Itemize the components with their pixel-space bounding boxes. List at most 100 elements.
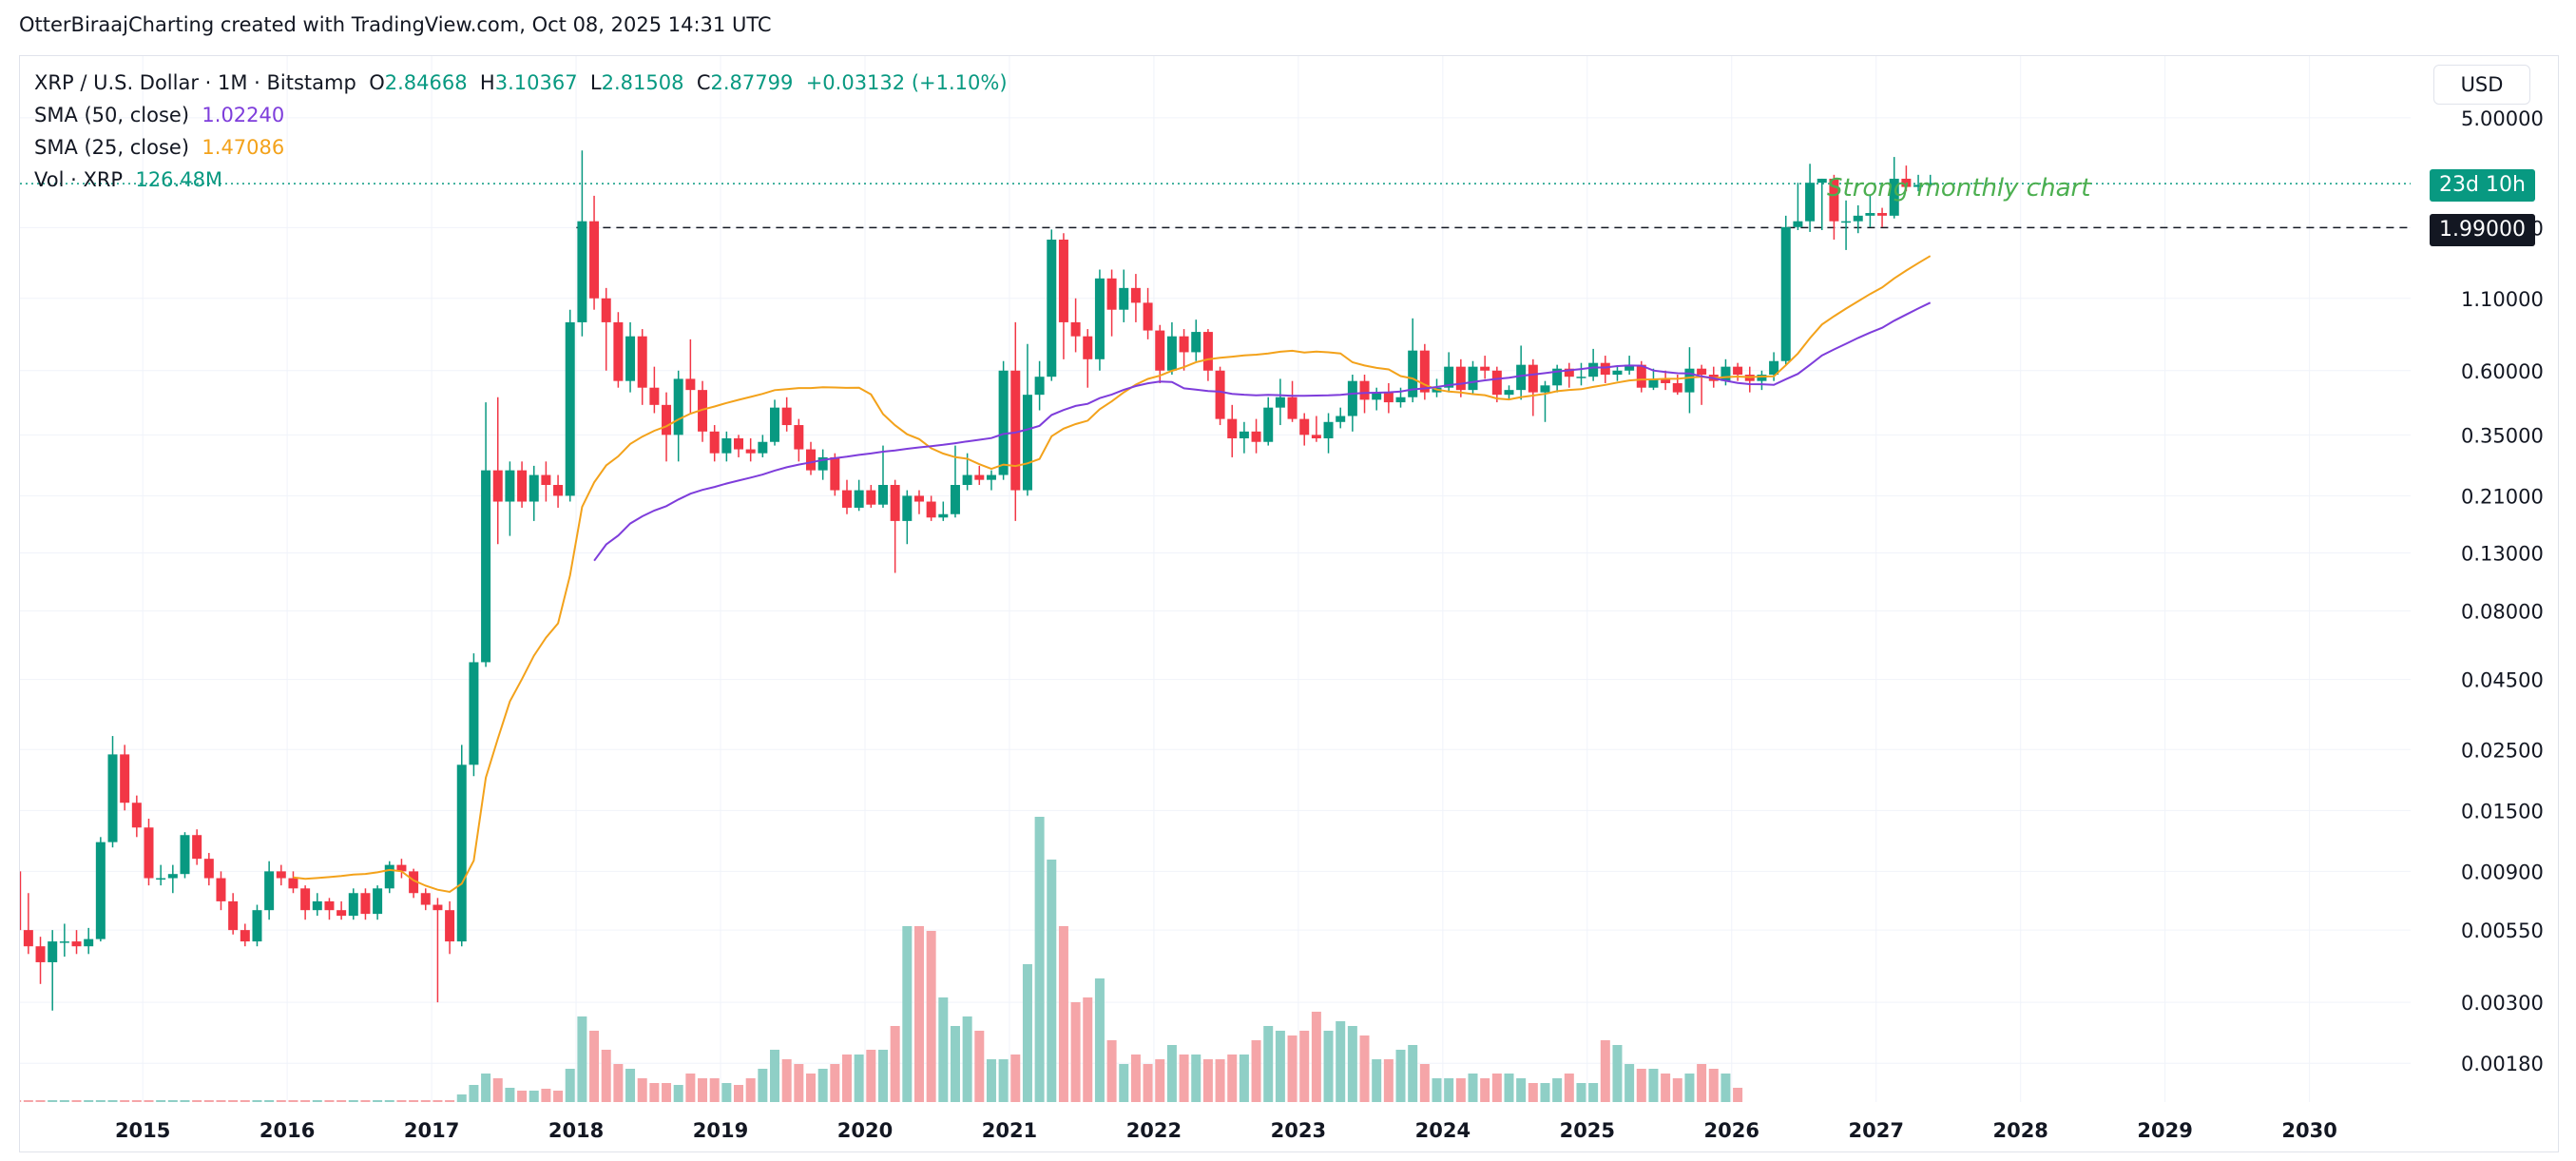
volume-bar [986,1059,996,1102]
open-value: 2.84668 [384,71,468,94]
candle-body [781,407,792,426]
candle-body [48,941,58,962]
candle-body [288,878,298,889]
change-value: +0.03132 (+1.10%) [805,71,1008,94]
x-tick-label: 2016 [260,1119,315,1142]
candle-body [95,842,106,939]
sma25-value: 1.47086 [202,136,285,159]
candle-body [1022,395,1032,491]
volume-bar [1528,1083,1538,1102]
volume-bar [913,926,924,1102]
candle-body [1299,418,1310,435]
volume-bar [59,1100,69,1102]
volume-bar [806,1074,817,1102]
candle-body [1552,368,1563,386]
candle-body [373,888,383,915]
sma25-label[interactable]: SMA (25, close) [34,136,190,159]
candle-body [913,495,924,502]
volume-bar [1684,1074,1695,1102]
volume-bar [662,1083,672,1102]
candle-body [1925,184,1935,185]
candle-body [998,370,1009,475]
candle-body [1733,366,1743,376]
volume-bar [95,1100,106,1102]
volume-bar [1540,1083,1550,1102]
candle-body [1444,366,1454,388]
x-tick-label: 2024 [1415,1119,1471,1142]
sma50-value: 1.02240 [202,104,285,126]
candle-body [1106,278,1117,310]
candle-body [228,900,239,931]
candle-body [866,490,876,505]
candle-body [1889,178,1899,216]
candle-body [1684,368,1695,393]
support-level-tag: 1.99000 [2430,214,2535,246]
y-tick-label: 0.60000 [2461,360,2544,383]
bar-countdown-tag: 23d 10h [2430,169,2535,202]
volume-bar [1588,1083,1599,1102]
volume-bar [144,1100,154,1102]
volume-bar [1311,1012,1321,1102]
sma50-row[interactable]: SMA (50, close) 1.02240 [34,99,1008,131]
volume-bar [1202,1059,1213,1102]
currency-button[interactable]: USD [2433,65,2530,105]
candle-body [35,946,46,962]
volume-bar [409,1100,419,1102]
candle-body [1034,377,1045,396]
volume-row[interactable]: Vol · XRP 126.48M [34,164,1008,196]
price-axis[interactable]: 5.000001.990001.100000.600000.350000.210… [2461,107,2544,1075]
volume-bar [348,1100,358,1102]
volume-bar [1372,1059,1382,1102]
candle-body [1083,336,1093,359]
price-chart[interactable]: 5.00000 1.99000 1.10000 0.60000 0.35000 0.210… [20,56,2558,1151]
volume-bar [492,1078,503,1102]
symbol-title[interactable]: XRP / U.S. Dollar · 1M · Bitstamp [34,71,356,94]
candle-body [830,456,840,491]
sma25-row[interactable]: SMA (25, close) 1.47086 [34,131,1008,164]
volume-bar [469,1085,479,1102]
volume-bar [1600,1040,1610,1102]
volume-bar [107,1100,118,1102]
time-axis[interactable]: 2015 2016 2017 2018 2019 2020 2021 2022 2023 2024… [115,1119,2337,1142]
x-tick-label: 2020 [837,1119,893,1142]
volume-bar [167,1100,178,1102]
candle-body [1504,390,1514,396]
volume-bar [1251,1040,1261,1102]
volume-bar [1721,1074,1731,1102]
volume-bar [1323,1031,1334,1102]
chart-annotation[interactable]: Strong monthly chart [1827,174,2091,203]
volume-bar [902,926,913,1102]
candle-body [120,754,130,803]
volume-bar [1106,1040,1117,1102]
volume-bar [240,1100,250,1102]
candle-body [1323,421,1334,438]
candle-body [637,336,647,388]
y-tick-label: 1.10000 [2461,288,2544,311]
candle-body [71,941,82,947]
sma25-line [293,255,1932,894]
volume-bar [1034,817,1045,1102]
volume-label[interactable]: Vol · XRP [34,168,124,191]
volume-bar [709,1078,720,1102]
volume-bar [71,1100,82,1102]
volume-bar [1504,1074,1514,1102]
candle-body [589,221,600,299]
candle-body [1395,397,1406,403]
candle-body [1817,178,1827,184]
volume-bar [20,1100,22,1102]
high-value: 3.10367 [494,71,578,94]
candle-body [1347,380,1357,416]
symbol-row[interactable]: XRP / U.S. Dollar · 1M · Bitstamp O2.846… [34,67,1008,99]
candle-body [1841,221,1852,223]
volume-bar [1624,1064,1635,1102]
candle-body [1865,213,1875,216]
candle-body [1408,350,1418,397]
chart-pane[interactable]: 5.00000 1.99000 1.10000 0.60000 0.35000 0.210… [19,55,2559,1152]
candle-body [84,938,94,947]
candle-body [505,470,515,502]
y-tick-label: 0.04500 [2461,669,2544,692]
volume-bars [20,817,1743,1102]
volume-bar [817,1069,828,1102]
sma50-label[interactable]: SMA (50, close) [34,104,190,126]
candle-body [1166,336,1177,371]
